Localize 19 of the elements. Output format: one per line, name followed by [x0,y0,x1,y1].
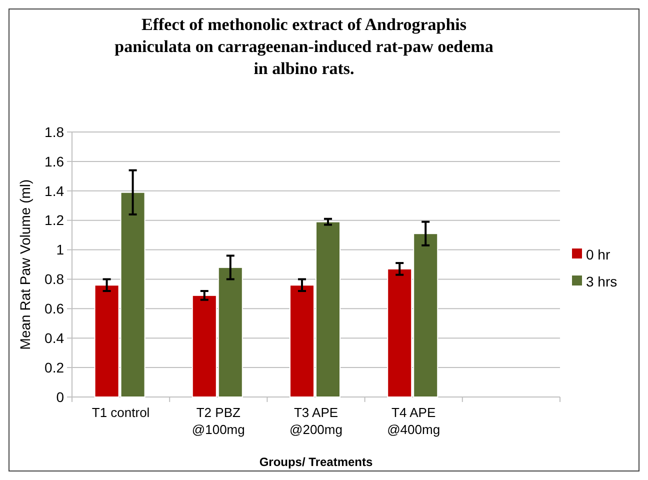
legend-label: 0 hr [586,246,610,262]
y-tick-label: 0 [56,388,64,405]
y-tick-label: 1.2 [44,212,64,228]
x-tick-label: T4 APE @400mg [387,405,440,437]
y-tick-label: 1 [56,242,64,258]
y-tick-label: 0.2 [44,359,64,376]
y-tick-label: 0.8 [44,271,64,288]
y-tick-label: 1.4 [44,182,64,199]
x-axis-title: Groups/ Treatments [259,455,373,469]
x-tick-label: T1 control [92,405,150,420]
y-tick-label: 0.4 [44,330,64,346]
x-tick-label: T2 PBZ @100mg [192,405,245,437]
legend-label: 3 hrs [586,273,618,290]
y-axis-title: Mean Rat Paw Volume (ml) [17,179,33,350]
chart-title: Effect of methonolic extract of Andrographis paniculata on carrageenan-induced rat-paw oedema in albino rats. [114,15,494,78]
y-tick-label: 1.6 [44,153,64,170]
x-tick-label: T3 APE @200mg [290,405,342,437]
y-tick-label: 1.8 [44,124,64,140]
y-tick-label: 0.6 [44,300,64,317]
